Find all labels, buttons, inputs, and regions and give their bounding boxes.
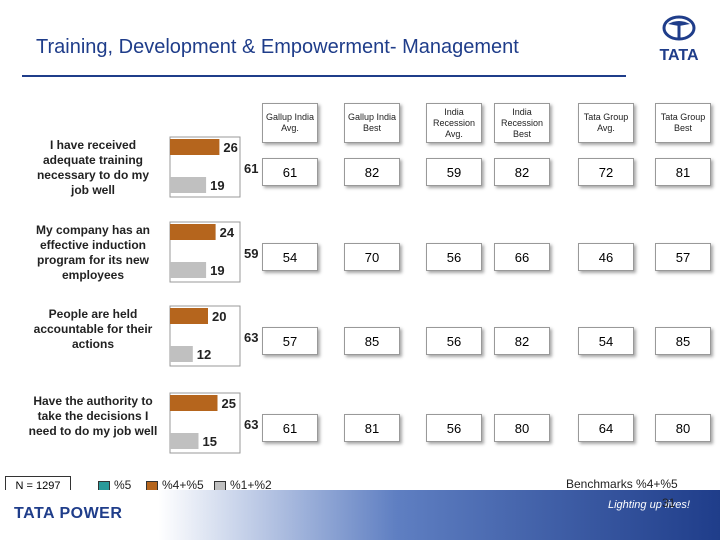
legend-label-45: %4+%5	[162, 478, 204, 492]
benchmark-cell-3-1: 81	[344, 414, 400, 442]
total-label-1: 59	[244, 246, 258, 261]
bar-45-3	[170, 395, 218, 411]
bar-45-0	[170, 139, 220, 155]
benchmark-cell-3-0: 61	[262, 414, 318, 442]
benchmark-cell-2-4: 54	[578, 327, 634, 355]
benchmark-cell-2-5: 85	[655, 327, 711, 355]
title-rule	[22, 75, 626, 77]
page-number: 31	[662, 496, 676, 510]
bar-45-2	[170, 308, 208, 324]
benchmark-cell-0-4: 72	[578, 158, 634, 186]
benchmark-cell-2-3: 82	[494, 327, 550, 355]
tata-logo-icon: TATA	[659, 15, 699, 64]
benchmark-cell-1-0: 54	[262, 243, 318, 271]
legend-label-5: %5	[114, 478, 132, 492]
logo-wordmark: TATA	[659, 47, 699, 64]
brand-logo: TATA POWER	[14, 505, 123, 522]
benchmark-cell-1-1: 70	[344, 243, 400, 271]
total-label-2: 63	[244, 330, 258, 345]
bar-12-0	[170, 177, 207, 193]
legend-label-12: %1+%2	[230, 478, 272, 492]
benchmark-cell-3-4: 64	[578, 414, 634, 442]
question-label-1: My company has an effective induction pr…	[35, 223, 151, 282]
benchmark-cell-0-0: 61	[262, 158, 318, 186]
total-label-3: 63	[244, 417, 258, 432]
benchmark-cell-0-1: 82	[344, 158, 400, 186]
benchmark-header-5: Tata Group Best	[655, 103, 711, 143]
benchmark-header-3: India Recession Best	[494, 103, 550, 143]
benchmark-header-2: India Recession Avg.	[426, 103, 482, 143]
footer-band	[0, 490, 720, 540]
benchmark-cell-0-5: 81	[655, 158, 711, 186]
bar-45-1	[170, 224, 216, 240]
benchmark-cell-3-2: 56	[426, 414, 482, 442]
benchmark-cell-0-2: 59	[426, 158, 482, 186]
benchmark-cell-0-3: 82	[494, 158, 550, 186]
label-45-0: 26	[223, 140, 237, 155]
page-title: Training, Development & Empowerment- Man…	[36, 36, 519, 58]
question-label-2: People are held accountable for their ac…	[33, 307, 153, 351]
label-45-2: 20	[212, 309, 226, 324]
total-label-0: 61	[244, 161, 258, 176]
benchmark-cell-1-4: 46	[578, 243, 634, 271]
benchmark-cell-3-3: 80	[494, 414, 550, 442]
benchmark-cell-2-2: 56	[426, 327, 482, 355]
question-label-3: Have the authority to take the decisions…	[28, 394, 158, 438]
benchmark-header-4: Tata Group Avg.	[578, 103, 634, 143]
label-45-3: 25	[222, 396, 236, 411]
bar-12-2	[170, 346, 193, 362]
label-45-1: 24	[220, 225, 235, 240]
label-12-2: 12	[197, 347, 211, 362]
benchmark-header-0: Gallup India Avg.	[262, 103, 318, 143]
bar-12-1	[170, 262, 207, 278]
question-label-0: I have received adequate training necess…	[36, 138, 150, 197]
benchmark-cell-1-3: 66	[494, 243, 550, 271]
benchmark-cell-1-5: 57	[655, 243, 711, 271]
label-12-3: 15	[203, 434, 217, 449]
benchmark-header-1: Gallup India Best	[344, 103, 400, 143]
label-12-0: 19	[210, 178, 224, 193]
benchmark-cell-3-5: 80	[655, 414, 711, 442]
benchmark-cell-1-2: 56	[426, 243, 482, 271]
benchmark-cell-2-1: 85	[344, 327, 400, 355]
bar-12-3	[170, 433, 199, 449]
benchmark-cell-2-0: 57	[262, 327, 318, 355]
label-12-1: 19	[210, 263, 224, 278]
tagline: Lighting up lives!	[608, 499, 690, 511]
benchmarks-label: Benchmarks %4+%5	[566, 477, 678, 491]
